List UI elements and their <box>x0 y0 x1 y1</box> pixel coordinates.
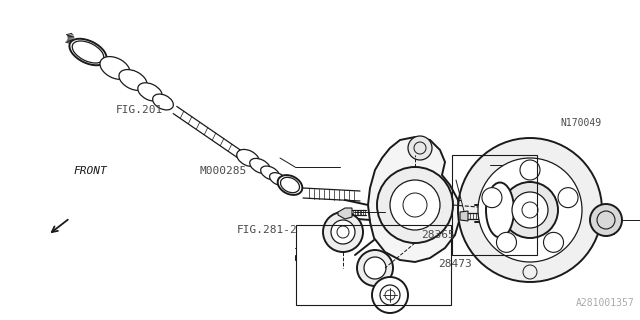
Bar <box>296 225 451 305</box>
Circle shape <box>458 138 602 282</box>
Text: FIG.281-2: FIG.281-2 <box>237 225 298 236</box>
Circle shape <box>331 220 355 244</box>
Circle shape <box>558 188 578 208</box>
Ellipse shape <box>250 158 270 173</box>
Circle shape <box>502 182 558 238</box>
Text: FIG.201: FIG.201 <box>116 105 163 116</box>
Circle shape <box>482 188 502 208</box>
Text: N170049: N170049 <box>560 118 601 128</box>
Circle shape <box>357 250 393 286</box>
Text: A281001357: A281001357 <box>576 298 635 308</box>
Ellipse shape <box>237 149 259 167</box>
Ellipse shape <box>138 83 162 101</box>
Circle shape <box>478 158 582 262</box>
Ellipse shape <box>486 182 514 237</box>
Ellipse shape <box>69 39 107 65</box>
Circle shape <box>372 277 408 313</box>
Circle shape <box>543 232 563 252</box>
Text: 28473: 28473 <box>438 259 472 269</box>
Ellipse shape <box>269 173 287 185</box>
Circle shape <box>520 160 540 180</box>
Circle shape <box>408 136 432 160</box>
Text: 28365: 28365 <box>421 230 455 240</box>
Circle shape <box>390 180 440 230</box>
Ellipse shape <box>153 94 173 110</box>
Polygon shape <box>460 211 468 221</box>
Text: FRONT: FRONT <box>74 166 108 176</box>
Bar <box>452 155 537 255</box>
Ellipse shape <box>278 175 302 195</box>
Ellipse shape <box>119 69 147 91</box>
Ellipse shape <box>260 166 279 180</box>
Polygon shape <box>338 208 352 219</box>
Ellipse shape <box>72 41 104 63</box>
Circle shape <box>497 232 516 252</box>
Ellipse shape <box>100 57 130 79</box>
Circle shape <box>323 212 363 252</box>
Ellipse shape <box>280 177 300 193</box>
Text: M000285: M000285 <box>199 166 246 176</box>
Circle shape <box>377 167 453 243</box>
Circle shape <box>512 192 548 228</box>
Polygon shape <box>368 137 460 262</box>
Circle shape <box>590 204 622 236</box>
Circle shape <box>364 257 386 279</box>
